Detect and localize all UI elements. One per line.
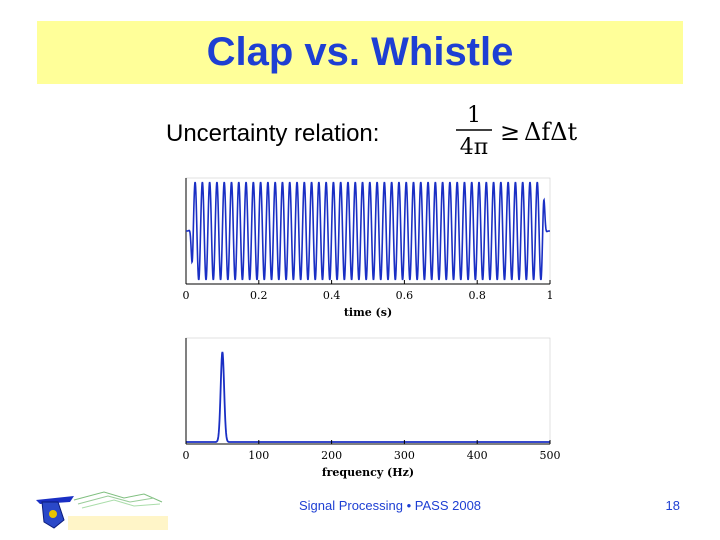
freq-x-axis-label: frequency (Hz): [322, 466, 414, 479]
formula-denominator: 4π: [460, 135, 488, 160]
formula-rhs: ΔfΔt: [524, 118, 578, 146]
freq-x-tick-label: 300: [394, 449, 415, 462]
observatory-logo: [36, 491, 168, 530]
freq-x-tick-label: 500: [540, 449, 561, 462]
time-x-tick-label: 0.8: [468, 289, 486, 302]
time-x-tick-label: 0: [183, 289, 190, 302]
time-x-tick-label: 0.6: [396, 289, 414, 302]
spectrum-series: [186, 351, 550, 443]
time-x-axis-label: time (s): [344, 306, 392, 319]
slide-title: Clap vs. Whistle: [206, 30, 514, 74]
freq-x-tick-label: 200: [321, 449, 342, 462]
title-bar: Clap vs. Whistle: [37, 21, 683, 84]
footer-text: Signal Processing • PASS 2008: [298, 498, 482, 513]
freq-x-tick-label: 0: [183, 449, 190, 462]
page-number: 18: [665, 498, 680, 513]
time-domain-plot: 0 0.2 0.4 0.6 0.8 1 time (s): [183, 177, 554, 319]
uncertainty-relation-label: Uncertainty relation:: [166, 120, 380, 147]
freq-x-tick-label: 100: [248, 449, 269, 462]
freq-x-tick-label: 400: [467, 449, 488, 462]
time-x-tick-label: 0.4: [323, 289, 341, 302]
time-x-tick-label: 0.2: [250, 289, 267, 302]
formula-numerator: 1: [467, 103, 481, 128]
formula-operator: ≥: [500, 118, 520, 146]
frequency-domain-plot: 0 100 200 300 400 500 frequency (Hz): [183, 337, 561, 479]
time-x-tick-label: 1: [547, 289, 554, 302]
time-signal-series: [186, 181, 550, 281]
uncertainty-formula: 1 4π ≥ ΔfΔt: [456, 103, 578, 160]
plot-frame: [185, 337, 551, 445]
